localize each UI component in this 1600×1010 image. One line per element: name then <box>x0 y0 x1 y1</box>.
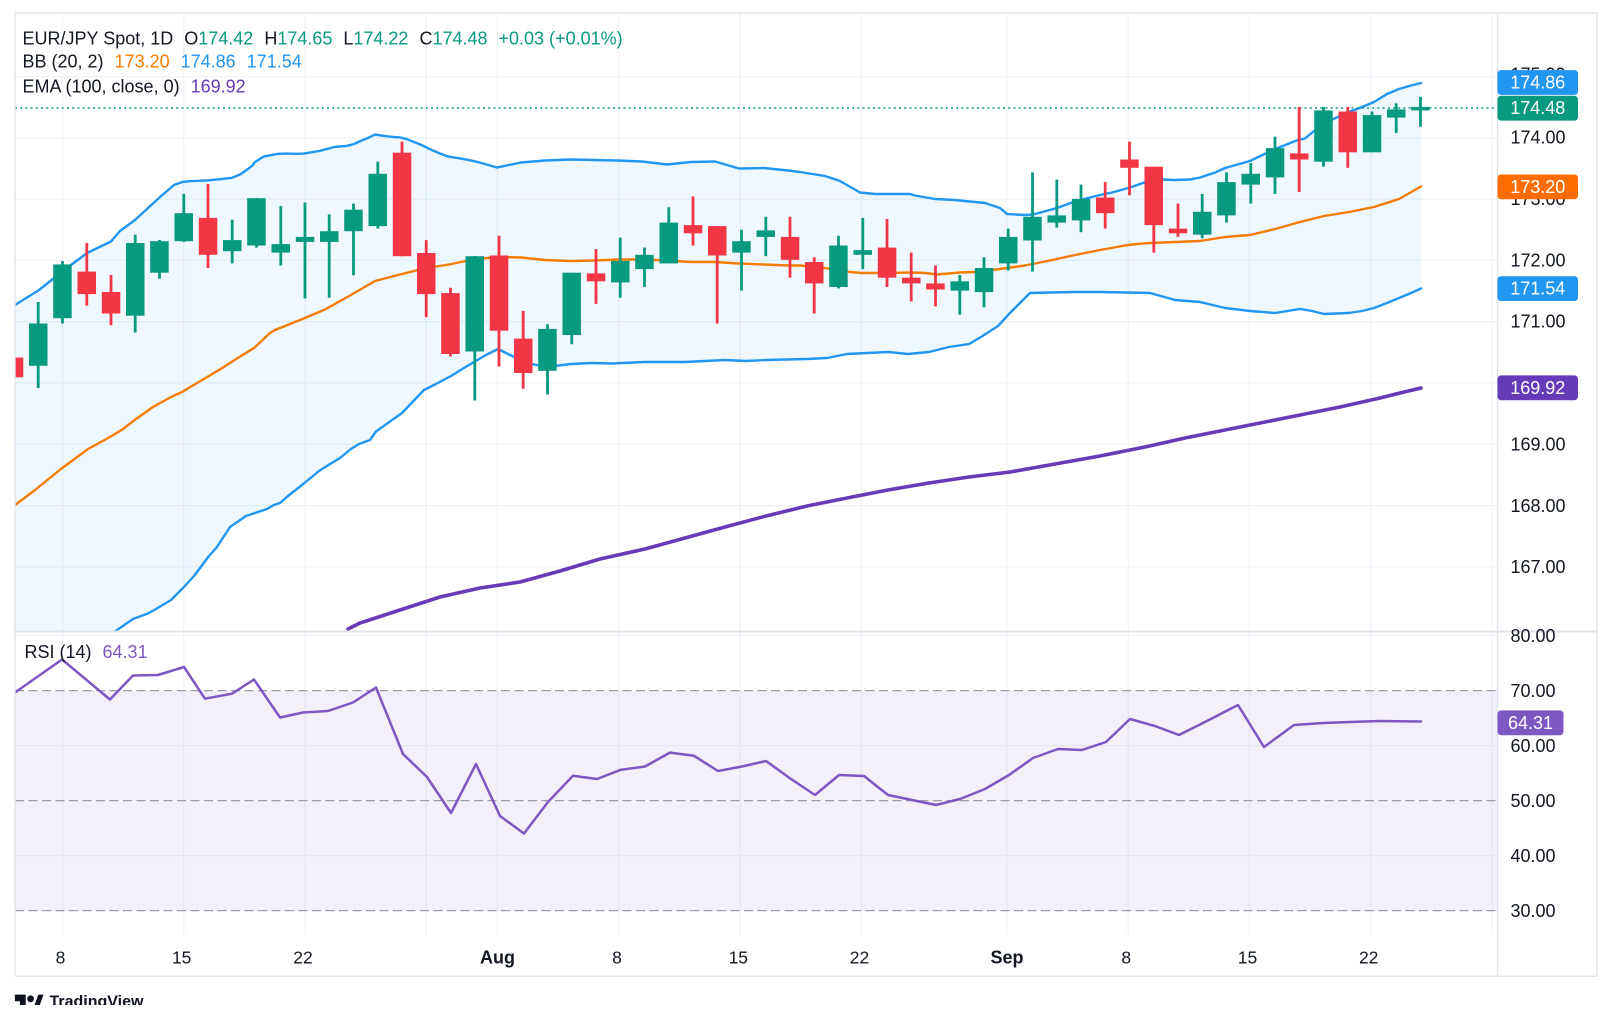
svg-text:60.00: 60.00 <box>1511 736 1556 756</box>
svg-text:15: 15 <box>1238 948 1257 968</box>
svg-text:64.31: 64.31 <box>1508 713 1553 733</box>
svg-text:RSI (14)64.31: RSI (14) 64.31 <box>25 642 148 662</box>
svg-text:70.00: 70.00 <box>1511 681 1556 701</box>
svg-text:8: 8 <box>612 948 622 968</box>
svg-text:8: 8 <box>56 948 66 968</box>
svg-text:30.00: 30.00 <box>1511 901 1556 921</box>
svg-text:169.00: 169.00 <box>1511 435 1566 455</box>
svg-text:174.86: 174.86 <box>1510 73 1565 93</box>
svg-text:8: 8 <box>1121 948 1131 968</box>
svg-text:171.00: 171.00 <box>1511 312 1566 332</box>
svg-text:40.00: 40.00 <box>1511 846 1556 866</box>
svg-text:22: 22 <box>293 948 312 968</box>
svg-text:15: 15 <box>729 948 748 968</box>
svg-text:22: 22 <box>1359 948 1378 968</box>
svg-text:Sep: Sep <box>990 948 1023 968</box>
svg-text:171.54: 171.54 <box>1510 279 1565 299</box>
svg-text:TradingView: TradingView <box>50 994 145 1006</box>
svg-text:169.92: 169.92 <box>1510 378 1565 398</box>
svg-text:168.00: 168.00 <box>1511 496 1566 516</box>
svg-text:167.00: 167.00 <box>1511 557 1566 577</box>
svg-text:50.00: 50.00 <box>1511 791 1556 811</box>
svg-text:22: 22 <box>850 948 869 968</box>
svg-text:174.48: 174.48 <box>1510 98 1565 118</box>
svg-text:15: 15 <box>172 948 191 968</box>
svg-text:174.00: 174.00 <box>1511 128 1566 148</box>
svg-text:172.00: 172.00 <box>1511 250 1566 270</box>
svg-text:80.00: 80.00 <box>1511 626 1556 646</box>
svg-text:Aug: Aug <box>480 948 515 968</box>
svg-text:173.20: 173.20 <box>1510 177 1565 197</box>
svg-text:EMA (100, close, 0)169.92: EMA (100, close, 0) 169.92 <box>23 76 246 96</box>
